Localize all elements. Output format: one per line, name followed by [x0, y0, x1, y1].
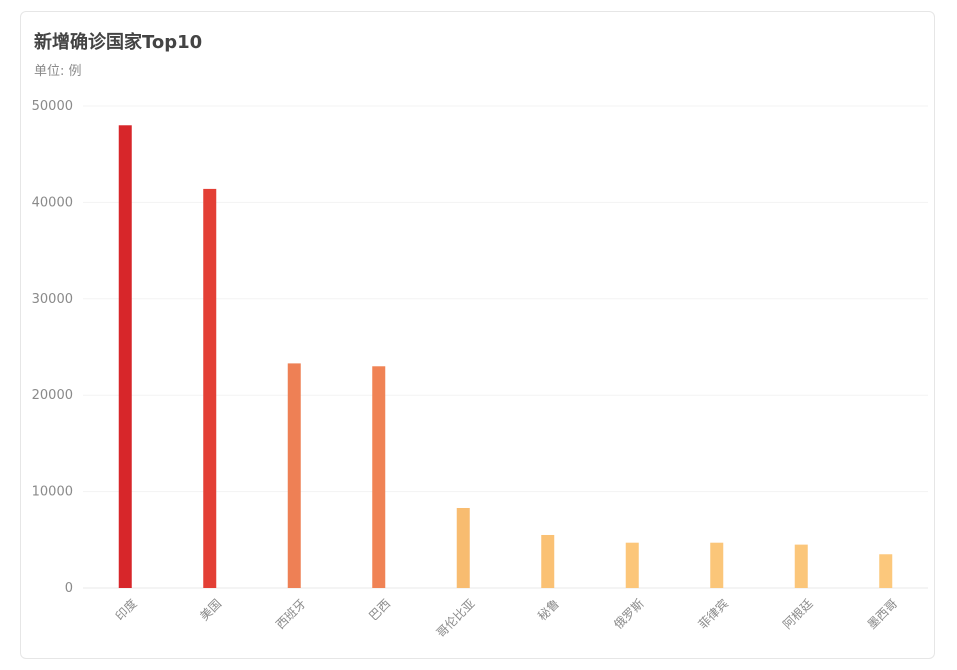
bar-8[interactable] — [794, 544, 808, 588]
y-tick-label: 0 — [65, 581, 73, 596]
x-tick-label: 阿根廷 — [780, 596, 815, 631]
bar-5[interactable] — [541, 534, 555, 588]
y-tick-label: 10000 — [32, 485, 73, 500]
y-axis-ticks: 0 10000 20000 30000 40000 50000 — [32, 99, 73, 596]
bar-9[interactable] — [879, 554, 893, 588]
bar-1[interactable] — [203, 188, 217, 589]
bar-0[interactable] — [118, 125, 132, 588]
grid-lines — [83, 105, 928, 589]
x-tick-label: 秘鲁 — [535, 596, 562, 623]
bar-2[interactable] — [287, 363, 301, 588]
bar-7[interactable] — [710, 542, 724, 588]
x-axis-labels: 印度 美国 西班牙 巴西 哥伦比亚 秘鲁 俄罗斯 菲律宾 阿根廷 墨西哥 — [112, 596, 900, 641]
chart-title: 新增确诊国家Top10 — [34, 32, 203, 53]
x-tick-label: 巴西 — [366, 596, 393, 623]
bar-4[interactable] — [456, 507, 470, 588]
bars — [118, 125, 893, 589]
bar-6[interactable] — [625, 542, 639, 588]
y-tick-label: 30000 — [32, 292, 73, 307]
x-tick-label: 墨西哥 — [865, 596, 900, 631]
y-tick-label: 50000 — [32, 99, 73, 114]
x-tick-label: 印度 — [112, 596, 140, 624]
y-tick-label: 20000 — [32, 388, 73, 403]
x-tick-label: 俄罗斯 — [611, 596, 646, 631]
x-tick-label: 西班牙 — [273, 596, 308, 631]
x-tick-label: 菲律宾 — [695, 596, 731, 632]
x-tick-label: 哥伦比亚 — [433, 596, 478, 641]
chart-subtitle: 单位: 例 — [34, 64, 82, 79]
chart-card: 新增确诊国家Top10 单位: 例 — [20, 11, 935, 659]
y-tick-label: 40000 — [32, 195, 73, 210]
x-tick-label: 美国 — [197, 596, 224, 623]
bar-3[interactable] — [372, 366, 386, 588]
